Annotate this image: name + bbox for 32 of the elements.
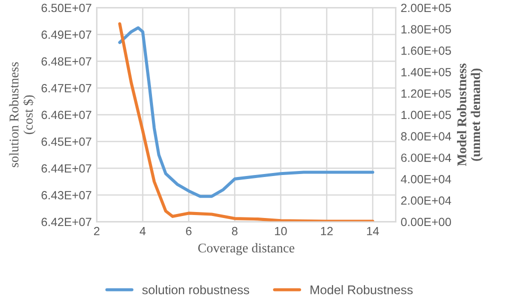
y2-tick-label: 1.80E+05 xyxy=(401,25,451,34)
y2-axis-title: Model Robustness (unmet demand) xyxy=(457,64,483,166)
y-tick-label: 6.44E+07 xyxy=(42,164,92,173)
x-tick-label: 4 xyxy=(140,227,146,236)
y2-tick-label: 1.00E+05 xyxy=(401,110,451,120)
x-tick-label: 10 xyxy=(275,226,287,236)
y2-tick-label: 1.40E+05 xyxy=(401,68,451,76)
y-tick-label: 6.45E+07 xyxy=(42,138,92,146)
x-tick-label: 14 xyxy=(367,227,379,236)
x-axis-title: Coverage distance xyxy=(198,243,294,256)
y-tick-label: 6.47E+07 xyxy=(42,84,92,92)
y2-tick-label: 2.00E+05 xyxy=(401,4,451,12)
y2-tick-label: 0.00E+00 xyxy=(401,218,451,226)
y-tick-label: 6.50E+07 xyxy=(42,4,92,12)
x-tick-label: 12 xyxy=(321,226,333,236)
x-tick-label: 6 xyxy=(186,226,192,236)
x-tick-label: 8 xyxy=(232,226,238,236)
y2-tick-label: 1.20E+05 xyxy=(401,89,451,98)
x-tick-label: 2 xyxy=(94,226,100,236)
y-tick-label: 6.42E+07 xyxy=(42,218,92,226)
y2-tick-label: 8.00E+04 xyxy=(401,132,452,141)
y2-tick-label: 1.60E+05 xyxy=(401,46,451,55)
y-tick-label: 6.46E+07 xyxy=(42,110,92,120)
y-tick-label: 6.49E+07 xyxy=(42,30,92,39)
legend-label: solution robustness xyxy=(142,285,250,294)
y-tick-label: 6.48E+07 xyxy=(42,57,92,66)
y2-tick-label: 2.00E+04 xyxy=(401,196,452,205)
legend-label: Model Robustness xyxy=(310,285,413,294)
y2-tick-label: 6.00E+04 xyxy=(401,154,452,162)
y-axis-title: solution Robustness (cost $) xyxy=(9,62,36,168)
y-tick-label: 6.43E+07 xyxy=(42,191,92,200)
y2-tick-label: 4.00E+04 xyxy=(400,174,452,184)
